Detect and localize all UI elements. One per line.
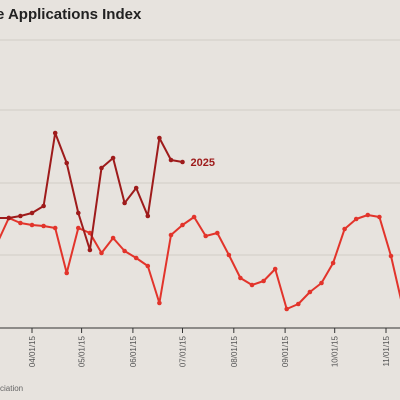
- data-point: [122, 200, 127, 206]
- series-line: [0, 214, 400, 310]
- data-point: [215, 230, 220, 236]
- x-tick-label: 11/01/15: [382, 335, 391, 366]
- data-point: [319, 280, 324, 286]
- gridlines: [0, 39, 400, 329]
- data-point: [168, 157, 174, 163]
- data-point: [87, 247, 93, 253]
- data-point: [238, 275, 243, 281]
- data-point: [64, 270, 69, 276]
- data-point: [353, 216, 359, 222]
- data-point: [122, 248, 127, 254]
- data-point: [64, 160, 69, 166]
- data-point: [203, 233, 208, 239]
- chart-title: e Applications Index: [0, 6, 142, 23]
- data-point: [191, 214, 197, 220]
- data-point: [365, 212, 371, 218]
- data-point: [145, 213, 151, 219]
- data-point: [99, 165, 104, 171]
- data-point: [52, 225, 58, 231]
- data-point: [157, 300, 162, 306]
- data-point: [330, 260, 336, 266]
- x-tick-label: 10/01/15: [331, 335, 340, 367]
- x-axis-ticks: 04/01/15 05/01/15 06/01/15 07/01/15 08/01/15…: [28, 328, 391, 367]
- data-point: [157, 135, 162, 141]
- data-point: [342, 226, 347, 232]
- data-point: [133, 185, 139, 191]
- data-point: [87, 230, 93, 236]
- data-point: [133, 255, 139, 261]
- data-point: [76, 210, 81, 216]
- data-point: [52, 130, 58, 136]
- data-point: [99, 250, 104, 256]
- data-point: [110, 155, 116, 161]
- data-point: [76, 225, 81, 231]
- data-point: [29, 222, 35, 228]
- data-point: [180, 159, 185, 165]
- x-tick-label: 04/01/15: [28, 335, 37, 367]
- series-label: 2025: [191, 157, 215, 169]
- data-point: [261, 278, 266, 284]
- data-point: [18, 213, 23, 219]
- series-layer: 2025: [0, 130, 400, 312]
- x-tick-label: 09/01/15: [281, 335, 290, 367]
- series-line: [0, 132, 183, 251]
- x-tick-label: 05/01/15: [78, 335, 87, 367]
- data-point: [18, 220, 23, 226]
- source-note: ciation: [0, 384, 23, 393]
- data-point: [110, 235, 116, 241]
- data-point: [272, 266, 278, 272]
- series-group: [0, 212, 400, 312]
- data-point: [388, 253, 394, 259]
- data-point: [180, 222, 185, 228]
- series-group: 2025: [0, 130, 215, 253]
- data-point: [307, 289, 313, 295]
- data-point: [41, 223, 46, 229]
- x-tick-label: 06/01/15: [129, 335, 138, 367]
- data-point: [226, 252, 232, 258]
- data-point: [249, 282, 255, 288]
- x-tick-label: 08/01/15: [230, 335, 239, 367]
- data-point: [168, 232, 174, 238]
- data-point: [284, 306, 290, 312]
- data-point: [29, 210, 35, 216]
- data-point: [41, 203, 46, 209]
- data-point: [6, 215, 12, 221]
- data-point: [296, 301, 301, 307]
- data-point: [145, 263, 151, 269]
- data-point: [377, 214, 382, 220]
- x-tick-label: 07/01/15: [179, 335, 188, 367]
